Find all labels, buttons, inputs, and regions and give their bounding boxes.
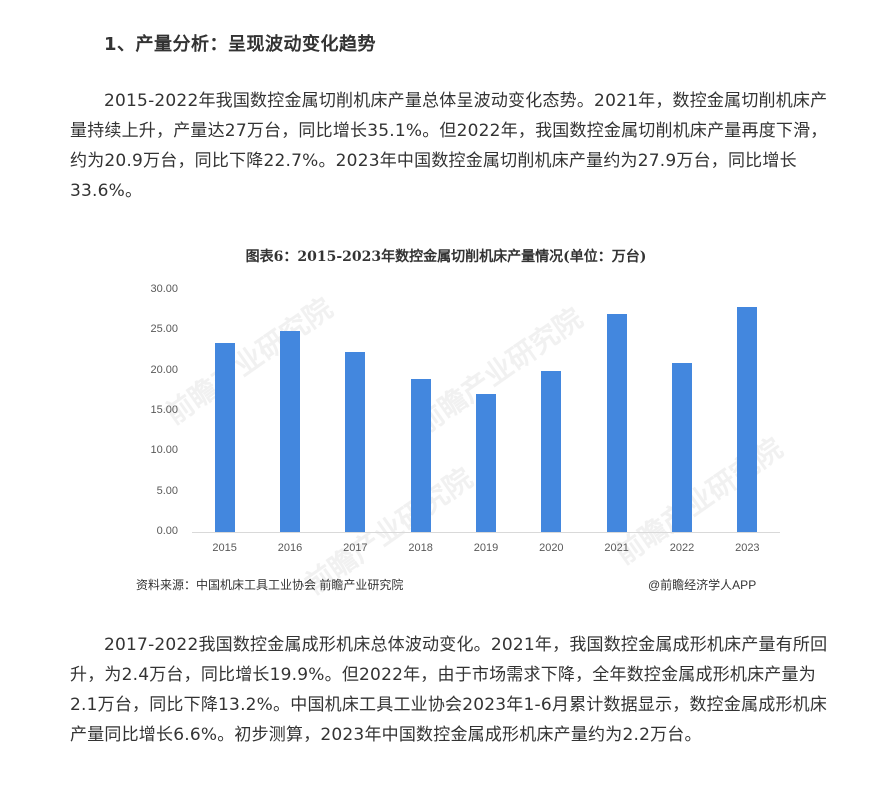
y-tick-label: 10.00: [150, 444, 178, 457]
bar-2015: [214, 343, 235, 532]
x-tick-label: 2023: [735, 542, 760, 554]
bar-2021: [606, 314, 627, 532]
watermark: 前瞻产业研究院: [159, 291, 339, 431]
paragraph-cutting-machines: 2015-2022年我国数控金属切削机床产量总体呈波动变化态势。2021年，数控…: [70, 91, 828, 201]
bar-2023: [737, 306, 758, 532]
x-tick-label: 2018: [408, 542, 433, 554]
x-axis-line: [192, 532, 780, 533]
bar-2022: [672, 363, 692, 532]
x-tick-label: 2022: [669, 542, 695, 554]
y-tick-label: 30.00: [150, 283, 178, 295]
bar-2018: [410, 378, 431, 532]
y-tick-label: 15.00: [150, 404, 178, 416]
bar-chart: 前瞻产业研究院 前瞻产业研究院 前瞻产业研究院 前瞻产业研究院 0.00 5.00…: [130, 280, 788, 601]
section-heading: 1、产量分析：呈现波动变化趋势: [104, 34, 377, 55]
bar-2017: [345, 352, 366, 532]
x-tick-label: 2020: [539, 542, 564, 554]
bar-2020: [541, 371, 562, 532]
x-tick-label: 2019: [473, 542, 499, 554]
chart-title: 图表6：2015-2023年数控金属切削机床产量情况(单位：万台): [245, 249, 647, 265]
y-tick-label: 5.00: [156, 484, 178, 497]
y-tick-label: 0.00: [156, 525, 178, 537]
chart-credit: @前瞻经济学人APP: [648, 578, 757, 592]
x-tick-label: 2021: [604, 542, 629, 554]
bar-2016: [280, 331, 300, 532]
paragraph-forming-machines: 2017-2022我国数控金属成形机床总体波动变化。2021年，我国数控金属成形…: [70, 635, 828, 745]
y-tick-label: 25.00: [150, 323, 178, 336]
x-tick-label: 2017: [343, 542, 368, 554]
x-tick-label: 2016: [277, 542, 303, 554]
chart-source: 资料来源：中国机床工具工业协会 前瞻产业研究院: [136, 578, 404, 592]
y-tick-label: 20.00: [150, 363, 178, 376]
watermark: 前瞻产业研究院: [409, 301, 589, 441]
x-tick-label: 2015: [212, 542, 237, 554]
bar-2019: [476, 394, 496, 532]
